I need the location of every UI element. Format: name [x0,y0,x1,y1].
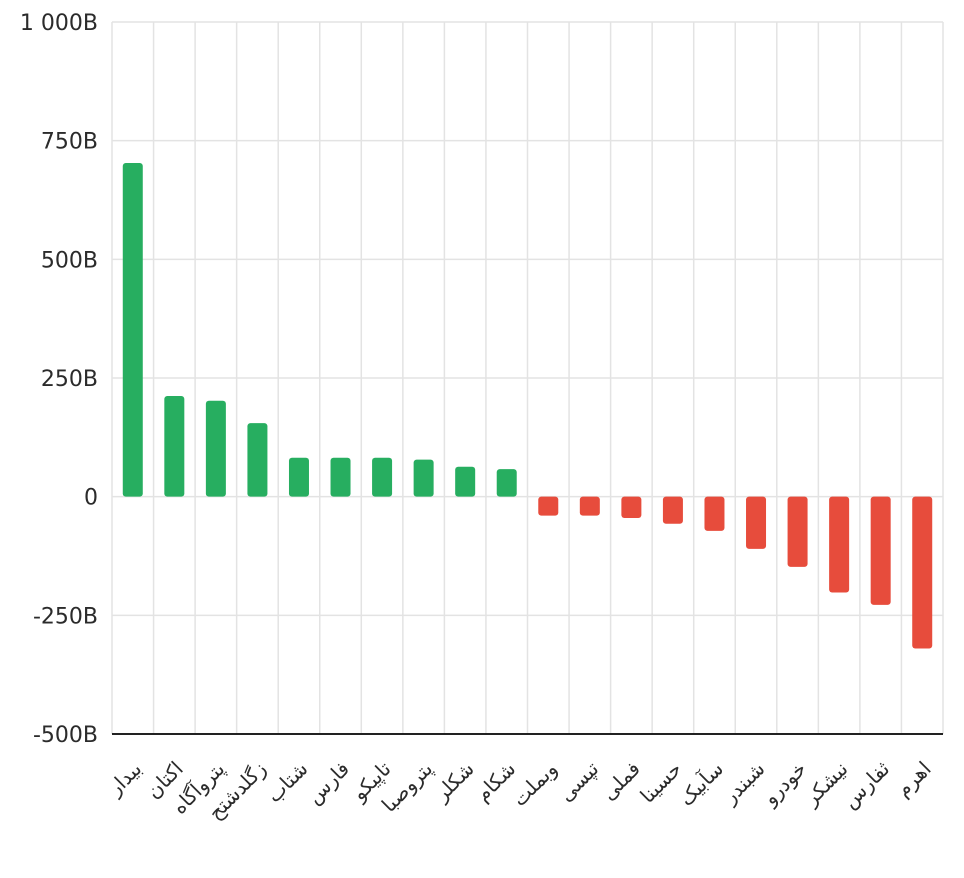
x-tick-label: سآبیک [673,756,728,811]
bar [704,496,725,531]
bar [579,496,600,516]
bar [455,466,476,497]
bar [538,496,559,516]
bar [122,162,143,497]
bar [662,496,683,524]
bar [288,457,309,497]
y-tick-label: 750B [41,130,98,155]
x-tick-label: ثفارس [838,757,894,813]
bar [787,496,808,567]
x-tick-label: اهرم [891,757,936,802]
x-tick-label: فملی [597,757,645,805]
bar [870,496,891,605]
x-tick-label: بیدار [102,757,146,801]
bar [330,457,351,497]
grid-layer [111,21,944,734]
x-tick-label: شبندر [717,757,769,809]
bar [829,496,850,593]
x-tick-label: فارس [302,757,354,809]
bars-layer [122,162,933,649]
bar [746,496,767,549]
x-tick-label: شکلر [429,757,479,807]
bar [205,400,226,497]
y-tick-label: 250B [41,367,98,392]
x-tick-label: خودرو [757,757,811,811]
bar [413,459,434,497]
x-tick-label: وبملت [507,757,561,811]
bar [496,469,517,497]
y-tick-label: -250B [33,604,98,629]
bar [247,423,268,497]
x-tick-label: شتاب [262,757,313,808]
y-tick-label: 0 [84,486,98,511]
x-tick-label: تپسی [554,757,604,807]
bar [372,457,393,497]
x-tick-label: حسینا [635,757,686,808]
y-tick-label: 1 000B [20,11,98,36]
y-tick-label: 500B [41,248,98,273]
y-tick-label: -500B [33,723,98,748]
x-axis: بیداراکتانپتروآگاهزگلدشتحشتابفارستاپیکوپ… [102,733,943,824]
bar [164,396,185,497]
bar [912,496,933,649]
bar [621,496,642,519]
y-axis: 1 000B 750B 500B 250B 0 -250B -500B [20,11,98,748]
